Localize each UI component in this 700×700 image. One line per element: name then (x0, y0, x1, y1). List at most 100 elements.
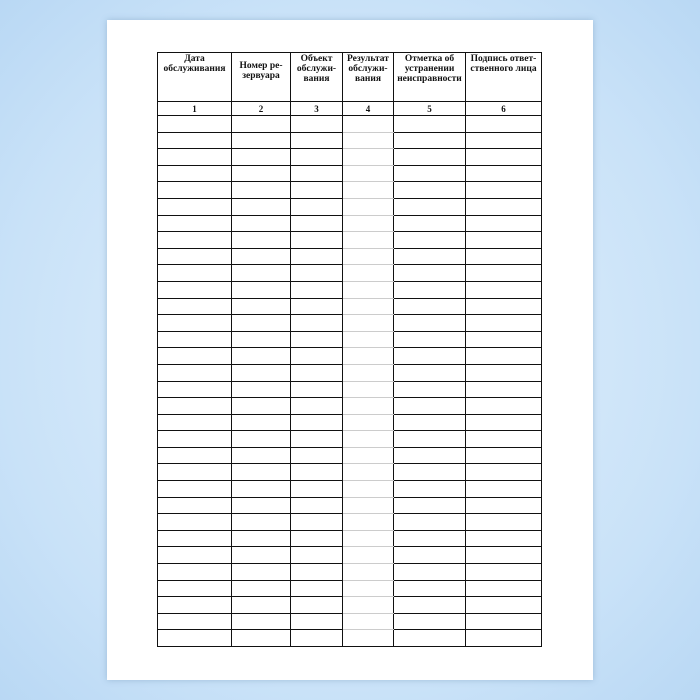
table-cell[interactable] (231, 247, 291, 266)
table-cell[interactable] (157, 280, 232, 299)
table-cell[interactable] (157, 546, 232, 565)
table-cell[interactable] (342, 397, 394, 415)
table-cell[interactable] (393, 596, 466, 614)
table-cell[interactable] (290, 480, 343, 498)
table-cell[interactable] (393, 297, 466, 316)
table-cell[interactable] (342, 463, 394, 482)
table-cell[interactable] (465, 131, 542, 150)
table-cell[interactable] (231, 131, 291, 150)
table-cell[interactable] (465, 164, 542, 183)
table-cell[interactable] (465, 197, 542, 216)
table-cell[interactable] (393, 214, 466, 233)
table-cell[interactable] (465, 546, 542, 565)
table-cell[interactable] (231, 546, 291, 565)
table-cell[interactable] (157, 563, 232, 581)
table-cell[interactable] (465, 563, 542, 581)
table-cell[interactable] (231, 513, 291, 531)
table-cell[interactable] (342, 280, 394, 299)
table-cell[interactable] (465, 214, 542, 233)
table-cell[interactable] (157, 380, 232, 399)
table-cell[interactable] (342, 148, 394, 166)
table-cell[interactable] (231, 579, 291, 598)
table-cell[interactable] (290, 131, 343, 150)
table-cell[interactable] (231, 264, 291, 282)
table-cell[interactable] (393, 563, 466, 581)
table-cell[interactable] (157, 446, 232, 465)
table-cell[interactable] (342, 480, 394, 498)
table-cell[interactable] (157, 264, 232, 282)
table-cell[interactable] (342, 579, 394, 598)
table-cell[interactable] (465, 579, 542, 598)
table-cell[interactable] (290, 513, 343, 531)
table-cell[interactable] (465, 363, 542, 382)
table-cell[interactable] (393, 397, 466, 415)
table-cell[interactable] (465, 148, 542, 166)
table-cell[interactable] (465, 280, 542, 299)
table-cell[interactable] (342, 496, 394, 515)
table-cell[interactable] (465, 413, 542, 432)
table-cell[interactable] (157, 347, 232, 365)
table-cell[interactable] (290, 446, 343, 465)
table-cell[interactable] (342, 264, 394, 282)
table-cell[interactable] (290, 214, 343, 233)
table-cell[interactable] (290, 463, 343, 482)
table-cell[interactable] (157, 131, 232, 150)
table-cell[interactable] (231, 280, 291, 299)
table-cell[interactable] (342, 181, 394, 199)
table-cell[interactable] (290, 247, 343, 266)
table-cell[interactable] (393, 546, 466, 565)
table-cell[interactable] (157, 612, 232, 631)
table-cell[interactable] (157, 247, 232, 266)
table-cell[interactable] (342, 115, 394, 133)
table-cell[interactable] (231, 480, 291, 498)
table-cell[interactable] (157, 629, 232, 647)
table-cell[interactable] (231, 612, 291, 631)
table-cell[interactable] (465, 330, 542, 349)
table-cell[interactable] (393, 480, 466, 498)
table-cell[interactable] (393, 363, 466, 382)
table-cell[interactable] (231, 529, 291, 548)
table-cell[interactable] (231, 347, 291, 365)
table-cell[interactable] (157, 231, 232, 249)
table-cell[interactable] (157, 397, 232, 415)
table-cell[interactable] (393, 164, 466, 183)
table-cell[interactable] (342, 164, 394, 183)
table-cell[interactable] (157, 463, 232, 482)
table-cell[interactable] (290, 330, 343, 349)
table-cell[interactable] (465, 347, 542, 365)
table-cell[interactable] (290, 148, 343, 166)
table-cell[interactable] (157, 314, 232, 332)
table-cell[interactable] (465, 181, 542, 199)
table-cell[interactable] (290, 529, 343, 548)
table-cell[interactable] (231, 446, 291, 465)
table-cell[interactable] (157, 579, 232, 598)
table-cell[interactable] (231, 115, 291, 133)
table-cell[interactable] (465, 480, 542, 498)
table-cell[interactable] (393, 131, 466, 150)
table-cell[interactable] (290, 496, 343, 515)
table-cell[interactable] (231, 363, 291, 382)
table-cell[interactable] (157, 148, 232, 166)
table-cell[interactable] (393, 181, 466, 199)
table-cell[interactable] (231, 181, 291, 199)
table-cell[interactable] (465, 513, 542, 531)
table-cell[interactable] (393, 197, 466, 216)
table-cell[interactable] (290, 164, 343, 183)
table-cell[interactable] (231, 148, 291, 166)
table-cell[interactable] (231, 463, 291, 482)
table-cell[interactable] (290, 596, 343, 614)
table-cell[interactable] (290, 579, 343, 598)
table-cell[interactable] (465, 463, 542, 482)
table-cell[interactable] (342, 347, 394, 365)
table-cell[interactable] (231, 330, 291, 349)
table-cell[interactable] (465, 380, 542, 399)
table-cell[interactable] (290, 314, 343, 332)
table-cell[interactable] (290, 397, 343, 415)
table-cell[interactable] (231, 314, 291, 332)
table-cell[interactable] (157, 297, 232, 316)
table-cell[interactable] (157, 164, 232, 183)
table-cell[interactable] (290, 629, 343, 647)
table-cell[interactable] (231, 413, 291, 432)
table-cell[interactable] (465, 314, 542, 332)
table-cell[interactable] (157, 430, 232, 448)
